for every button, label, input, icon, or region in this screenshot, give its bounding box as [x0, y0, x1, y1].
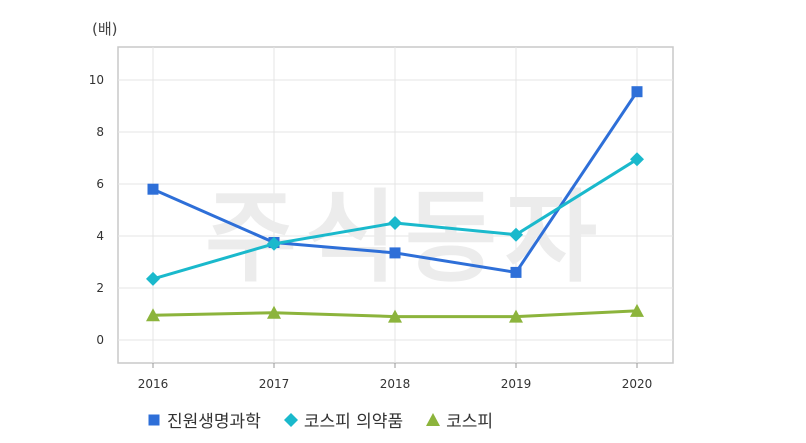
- y-tick-label: 6: [96, 177, 104, 191]
- x-tick-label: 2020: [622, 377, 653, 391]
- x-tick-label: 2016: [138, 377, 169, 391]
- data-point-marker: [389, 247, 401, 259]
- data-point-marker: [509, 309, 523, 323]
- y-unit-label: (배): [92, 20, 118, 38]
- legend-label: 진원생명과학: [167, 412, 261, 432]
- data-point-marker: [388, 216, 402, 230]
- data-point-marker: [630, 303, 644, 317]
- x-tick-label: 2017: [259, 377, 290, 391]
- legend: 진원생명과학 코스피 의약품 코스피: [146, 407, 493, 432]
- legend-label: 코스피: [446, 412, 494, 432]
- y-tick-label: 4: [96, 229, 104, 243]
- data-point-marker: [509, 227, 523, 242]
- x-axis: 2016 2017 2018 2019 2020: [138, 363, 653, 391]
- data-point-marker: [267, 305, 281, 319]
- y-tick-label: 0: [96, 333, 104, 347]
- y-axis: 0 2 4 6 8 10: [89, 73, 104, 347]
- legend-item: 코스피 의약품: [283, 407, 403, 432]
- legend-marker-triangle: [426, 412, 441, 426]
- legend-marker-diamond: [283, 412, 298, 427]
- legend-item: 코스피: [425, 407, 493, 432]
- y-tick-label: 2: [96, 281, 104, 295]
- data-point-marker: [147, 183, 159, 195]
- y-tick-label: 8: [96, 125, 104, 139]
- data-point-marker: [630, 152, 644, 167]
- data-point-marker: [146, 271, 160, 286]
- data-point-marker: [631, 86, 643, 98]
- x-tick-label: 2019: [501, 377, 532, 391]
- series-3: [146, 303, 644, 323]
- data-point-marker: [510, 266, 522, 278]
- series-group: [146, 86, 644, 323]
- series-2: [146, 152, 644, 286]
- legend-marker-square: [148, 414, 160, 425]
- legend-item: 진원생명과학: [146, 407, 261, 432]
- y-tick-label: 10: [89, 73, 104, 87]
- legend-marker-square: [148, 414, 160, 425]
- data-point-marker: [388, 309, 402, 323]
- legend-label: 코스피 의약품: [303, 412, 404, 432]
- x-tick-label: 2018: [380, 377, 411, 391]
- legend-marker-diamond: [283, 412, 298, 427]
- data-point-marker: [267, 236, 281, 251]
- legend-marker-triangle: [426, 412, 441, 426]
- data-point-marker: [146, 308, 160, 322]
